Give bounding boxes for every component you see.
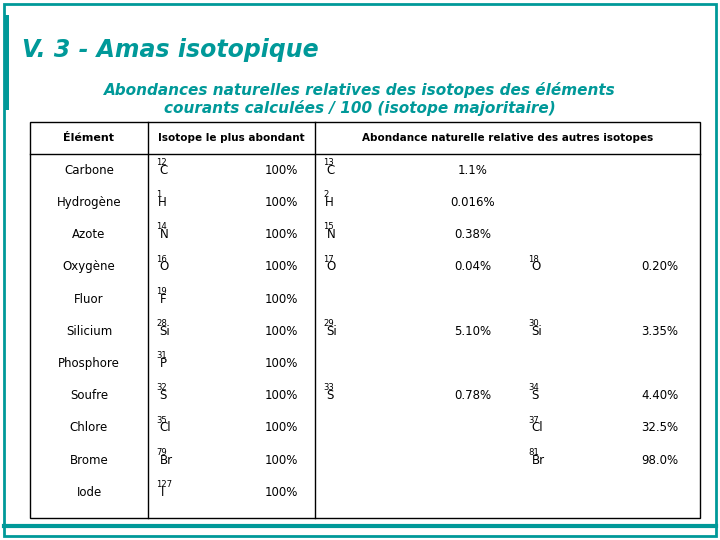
Text: 0.38%: 0.38% [454, 228, 491, 241]
Text: Br: Br [160, 454, 173, 467]
Text: 79: 79 [156, 448, 167, 457]
Text: 100%: 100% [265, 454, 298, 467]
Text: S: S [160, 389, 167, 402]
Text: Si: Si [531, 325, 542, 338]
Text: 1.1%: 1.1% [458, 164, 487, 177]
Text: 100%: 100% [265, 357, 298, 370]
Text: 35: 35 [156, 416, 167, 424]
Text: H: H [158, 196, 166, 209]
Text: Carbone: Carbone [64, 164, 114, 177]
Text: 100%: 100% [265, 421, 298, 434]
Text: 1: 1 [156, 190, 161, 199]
Text: 3.35%: 3.35% [642, 325, 678, 338]
Text: V. 3 - Amas isotopique: V. 3 - Amas isotopique [22, 38, 319, 62]
Text: Brome: Brome [70, 454, 109, 467]
Text: Iode: Iode [76, 486, 102, 499]
Text: Cl: Cl [160, 421, 171, 434]
Text: 33: 33 [323, 383, 334, 393]
Text: Chlore: Chlore [70, 421, 108, 434]
Text: 13: 13 [323, 158, 334, 167]
Text: 28: 28 [156, 319, 167, 328]
Text: 0.04%: 0.04% [454, 260, 491, 273]
Text: N: N [160, 228, 168, 241]
Text: C: C [326, 164, 335, 177]
Text: S: S [326, 389, 334, 402]
Text: 4.40%: 4.40% [642, 389, 679, 402]
Text: 18: 18 [528, 255, 539, 264]
Text: 30: 30 [528, 319, 539, 328]
Text: 37: 37 [528, 416, 539, 424]
Text: 100%: 100% [265, 196, 298, 209]
Text: 100%: 100% [265, 389, 298, 402]
Text: N: N [326, 228, 336, 241]
Text: Soufre: Soufre [70, 389, 108, 402]
Text: Si: Si [326, 325, 337, 338]
Text: I: I [161, 486, 165, 499]
Text: 0.78%: 0.78% [454, 389, 491, 402]
Text: H: H [325, 196, 333, 209]
Text: Oxygène: Oxygène [63, 260, 115, 273]
Text: 100%: 100% [265, 325, 298, 338]
Text: Azote: Azote [72, 228, 106, 241]
Text: S: S [531, 389, 539, 402]
Text: 0.20%: 0.20% [642, 260, 678, 273]
Bar [4, 15, 9, 110]
Text: 100%: 100% [265, 293, 298, 306]
Text: 100%: 100% [265, 486, 298, 499]
Text: 12: 12 [156, 158, 167, 167]
Text: 100%: 100% [265, 164, 298, 177]
Text: Hydrogène: Hydrogène [57, 196, 121, 209]
Bar [30, 122, 700, 518]
Text: 2: 2 [323, 190, 328, 199]
Text: 15: 15 [323, 222, 334, 232]
Text: C: C [160, 164, 168, 177]
Text: Br: Br [531, 454, 544, 467]
Text: 17: 17 [323, 255, 334, 264]
Text: courants calculées / 100 (isotope majoritaire): courants calculées / 100 (isotope majori… [164, 100, 556, 116]
Text: 34: 34 [528, 383, 539, 393]
Text: 127: 127 [156, 480, 172, 489]
Text: 81: 81 [528, 448, 539, 457]
Text: 5.10%: 5.10% [454, 325, 491, 338]
Text: Fluor: Fluor [74, 293, 104, 306]
Text: 29: 29 [323, 319, 334, 328]
Text: Élément: Élément [63, 133, 114, 143]
Text: Isotope le plus abondant: Isotope le plus abondant [158, 133, 305, 143]
Text: 100%: 100% [265, 260, 298, 273]
Text: 14: 14 [156, 222, 167, 232]
Text: Phosphore: Phosphore [58, 357, 120, 370]
Text: O: O [160, 260, 168, 273]
Text: O: O [531, 260, 541, 273]
Text: P: P [160, 357, 166, 370]
Text: 19: 19 [156, 287, 167, 296]
Text: O: O [326, 260, 336, 273]
Text: 0.016%: 0.016% [450, 196, 495, 209]
Text: Cl: Cl [531, 421, 543, 434]
Text: 100%: 100% [265, 228, 298, 241]
Text: 98.0%: 98.0% [642, 454, 678, 467]
Text: 32: 32 [156, 383, 167, 393]
Text: Silicium: Silicium [66, 325, 112, 338]
Text: Abondances naturelles relatives des isotopes des éléments: Abondances naturelles relatives des isot… [104, 82, 616, 98]
Text: F: F [160, 293, 166, 306]
Text: 16: 16 [156, 255, 167, 264]
Text: 32.5%: 32.5% [642, 421, 678, 434]
Text: 31: 31 [156, 351, 167, 360]
Text: Si: Si [160, 325, 170, 338]
Text: Abondance naturelle relative des autres isotopes: Abondance naturelle relative des autres … [362, 133, 653, 143]
